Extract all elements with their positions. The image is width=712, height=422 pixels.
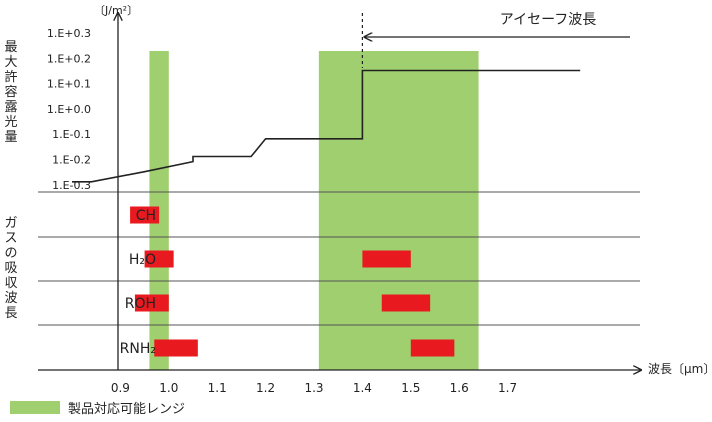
- legend-swatch: [10, 401, 60, 414]
- ytitle-char-2: 大: [4, 55, 18, 70]
- gas-axis-title: ガスの吸収波長: [3, 216, 19, 321]
- ytitle-char-5: 露: [4, 100, 18, 115]
- label-layer: CH H₂O ROH RNH₂ アイセーフ波長 1.E+0.3 1.E+0.2 1.E+0.1…: [47, 4, 712, 395]
- absorption-band-3-1: [134, 294, 169, 312]
- absorption-band-2-2: [362, 250, 411, 268]
- y-axis-unit: 〔J/m²〕: [94, 4, 138, 17]
- gas-label-1: CH: [136, 208, 156, 224]
- legend-label: 製品対応可能レンジ: [68, 402, 186, 417]
- gas-grid-layer: [38, 191, 640, 326]
- ytitle-char-7: 量: [4, 130, 18, 145]
- x-tick-label-9: 1.7: [498, 381, 517, 395]
- ytitle-char-4: 容: [4, 85, 18, 100]
- product-range-2: [318, 51, 479, 370]
- gastitle-char-7: 長: [4, 306, 18, 321]
- ytitle-char-1: 最: [4, 40, 18, 55]
- x-tick-label-5: 1.3: [304, 381, 323, 395]
- y-tick-label-5: 1.E-0.1: [52, 128, 91, 141]
- x-tick-label-4: 1.2: [256, 381, 275, 395]
- y-tick-label-6: 1.E-0.2: [52, 154, 91, 167]
- eyesafe-label: アイセーフ波長: [500, 12, 596, 28]
- absorption-band-4-1: [154, 339, 198, 357]
- gas-label-4: RNH₂: [120, 341, 156, 357]
- y-tick-label-2: 1.E+0.2: [47, 52, 91, 65]
- y-tick-label-3: 1.E+0.1: [47, 78, 91, 91]
- gastitle-char-1: ガ: [4, 216, 18, 231]
- gastitle-char-5: 収: [4, 276, 18, 291]
- absorption-band-3-2: [381, 294, 431, 312]
- gastitle-char-3: の: [4, 246, 18, 261]
- gastitle-char-2: ス: [4, 231, 18, 246]
- ytitle-char-3: 許: [4, 70, 18, 85]
- product-range-layer: [149, 51, 479, 370]
- gas-label-3: ROH: [125, 296, 156, 312]
- gastitle-char-4: 吸: [4, 261, 18, 276]
- x-tick-label-6: 1.4: [353, 381, 372, 395]
- x-axis-unit: 波長〔μm〕: [648, 362, 712, 376]
- x-tick-label-3: 1.1: [208, 381, 227, 395]
- absorption-band-1-1: [130, 206, 160, 224]
- x-tick-label-7: 1.5: [401, 381, 420, 395]
- gastitle-char-6: 波: [4, 291, 18, 306]
- x-tick-label-2: 1.0: [159, 381, 178, 395]
- absorption-band-4-2: [410, 339, 455, 357]
- y-axis-title: 最大許容露光量: [3, 40, 19, 145]
- y-tick-label-7: 1.E-0.3: [52, 179, 91, 192]
- y-tick-label-4: 1.E+0.0: [47, 103, 91, 116]
- x-tick-label-8: 1.6: [450, 381, 469, 395]
- y-tick-label-1: 1.E+0.3: [47, 27, 91, 40]
- absorption-band-2-1: [144, 250, 174, 268]
- absorption-band-layer: [130, 206, 455, 357]
- gas-label-2: H₂O: [129, 252, 156, 268]
- axes-layer: [38, 13, 641, 370]
- x-tick-label-1: 0.9: [111, 381, 130, 395]
- ytitle-char-6: 光: [4, 115, 18, 130]
